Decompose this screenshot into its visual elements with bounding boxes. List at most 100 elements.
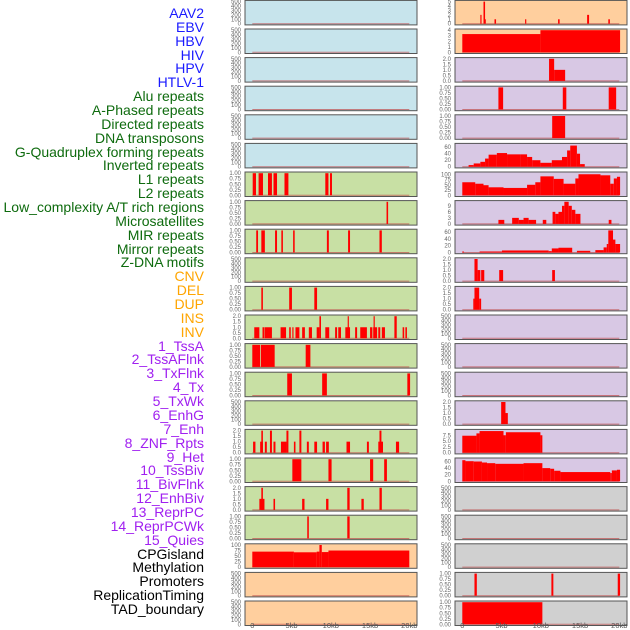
track-panel-background xyxy=(455,486,627,512)
y-tick-label: 300 xyxy=(441,352,452,358)
y-tick-label: 0.0 xyxy=(443,451,452,457)
data-bar xyxy=(488,154,497,167)
y-tick-label: 1.0 xyxy=(443,297,452,303)
y-tick-label: 1.00 xyxy=(229,371,241,377)
y-tick-label: 100 xyxy=(231,418,242,424)
y-tick-label: 0.00 xyxy=(229,251,241,257)
data-bar xyxy=(496,153,508,167)
y-tick-label: 200 xyxy=(441,528,452,534)
data-bar xyxy=(580,164,585,167)
track-panel-background xyxy=(455,372,627,397)
y-tick-label: 0.5 xyxy=(443,274,452,280)
track-panel-border xyxy=(244,314,418,340)
data-bar xyxy=(395,441,400,453)
track-label: HTLV-1 xyxy=(157,74,204,91)
data-bar xyxy=(261,287,263,310)
data-bar xyxy=(322,373,327,396)
data-bar xyxy=(503,435,506,453)
track-panel-background xyxy=(455,229,627,254)
y-tick-label: 20 xyxy=(444,244,451,250)
track-panel-border xyxy=(454,228,628,255)
data-bar xyxy=(319,545,322,568)
data-bar xyxy=(405,327,407,339)
data-bar xyxy=(379,487,382,510)
y-tick-label: 0 xyxy=(448,394,452,400)
data-bar xyxy=(262,327,265,339)
y-tick-label: 100 xyxy=(441,532,452,538)
y-tick-label: 200 xyxy=(441,327,452,333)
track-label: Directed repeats xyxy=(101,115,204,132)
y-tick-label: 100 xyxy=(231,103,242,109)
data-bar xyxy=(480,161,486,167)
y-tick-label: 0.25 xyxy=(439,102,451,108)
data-bar xyxy=(292,327,294,339)
y-tick-label: 1.00 xyxy=(439,572,451,578)
y-tick-label: 0.75 xyxy=(439,91,451,97)
y-tick-label: 100 xyxy=(231,275,242,281)
data-bar xyxy=(479,431,504,453)
track-label: 9_Het xyxy=(166,448,204,465)
track-panel-border xyxy=(244,57,418,83)
y-tick-label: 2.0 xyxy=(443,57,452,63)
data-bar xyxy=(373,327,378,339)
data-bar xyxy=(256,230,259,253)
track-panel-background xyxy=(455,200,627,226)
y-tick-label: 200 xyxy=(231,99,242,105)
data-bar xyxy=(299,430,302,453)
data-bar xyxy=(462,435,477,453)
y-tick-label: 0 xyxy=(448,50,452,56)
data-bar xyxy=(407,373,411,396)
data-bar xyxy=(468,165,474,167)
track-label: AAV2 xyxy=(169,5,204,21)
data-bar xyxy=(564,201,569,224)
data-bar xyxy=(617,573,621,596)
track-panel-border xyxy=(244,142,418,169)
y-tick-label: 0.75 xyxy=(439,606,451,612)
y-tick-label: 0.25 xyxy=(229,531,241,537)
track-panel-border xyxy=(454,457,628,483)
data-bar xyxy=(325,327,330,339)
y-tick-label: 1.00 xyxy=(229,171,241,177)
data-bar xyxy=(269,430,272,453)
data-bar xyxy=(483,1,486,24)
data-bar xyxy=(525,19,527,24)
data-bar xyxy=(268,173,272,196)
y-tick-label: 60 xyxy=(444,460,451,466)
track-panel-background xyxy=(245,200,417,226)
data-bar xyxy=(575,178,579,196)
track-panel-border xyxy=(454,314,628,340)
y-tick-label: 3 xyxy=(448,34,452,40)
track-label: 7_Enh xyxy=(163,420,204,437)
track-panel-background xyxy=(455,515,627,540)
data-bar xyxy=(567,150,571,167)
y-tick-label: 0.50 xyxy=(439,611,451,617)
y-tick-label: 2 xyxy=(448,39,452,45)
data-bar xyxy=(548,251,552,253)
data-bar xyxy=(465,461,474,482)
track-panel-border xyxy=(454,57,628,83)
y-tick-label: 0.0 xyxy=(443,79,452,85)
y-tick-label: 1.0 xyxy=(443,268,452,274)
track-label: 6_EnhG xyxy=(152,406,204,423)
y-tick-label: 6 xyxy=(448,210,452,216)
data-bar xyxy=(495,463,524,482)
y-tick-label: 0.75 xyxy=(229,520,241,526)
track-label: G-Quadruplex forming repeats xyxy=(14,143,204,160)
y-tick-label: 400 xyxy=(441,519,452,525)
y-tick-label: 200 xyxy=(441,499,452,505)
data-bar xyxy=(253,441,256,453)
track-panel-border xyxy=(244,371,418,398)
data-bar xyxy=(384,459,387,482)
track-label: ReplicationTiming xyxy=(93,587,204,604)
data-bar xyxy=(305,344,311,367)
data-bar xyxy=(550,468,555,482)
y-tick-label: 0 xyxy=(448,22,452,28)
track-panel-background xyxy=(455,57,627,83)
y-tick-label: 0.25 xyxy=(229,359,241,365)
data-bar xyxy=(552,116,566,139)
y-tick-label: 1.0 xyxy=(233,497,242,503)
track-panel-border xyxy=(454,514,628,541)
y-tick-label: 75 xyxy=(444,178,451,184)
data-bar xyxy=(462,182,476,196)
y-tick-label: 0.00 xyxy=(439,622,451,628)
